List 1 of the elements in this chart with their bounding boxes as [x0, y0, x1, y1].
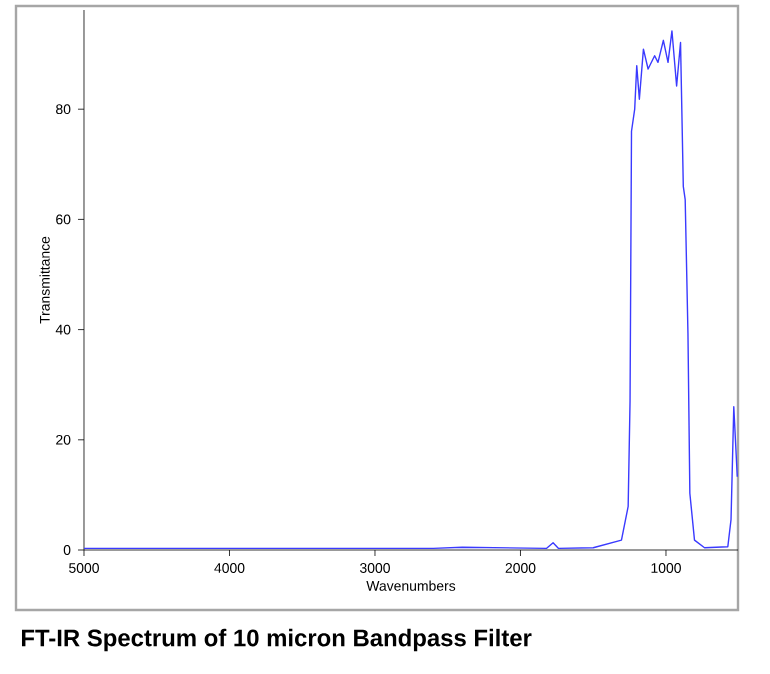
text: FT-IR Spectrum of 10 micron Bandpass Filter — [21, 628, 532, 652]
